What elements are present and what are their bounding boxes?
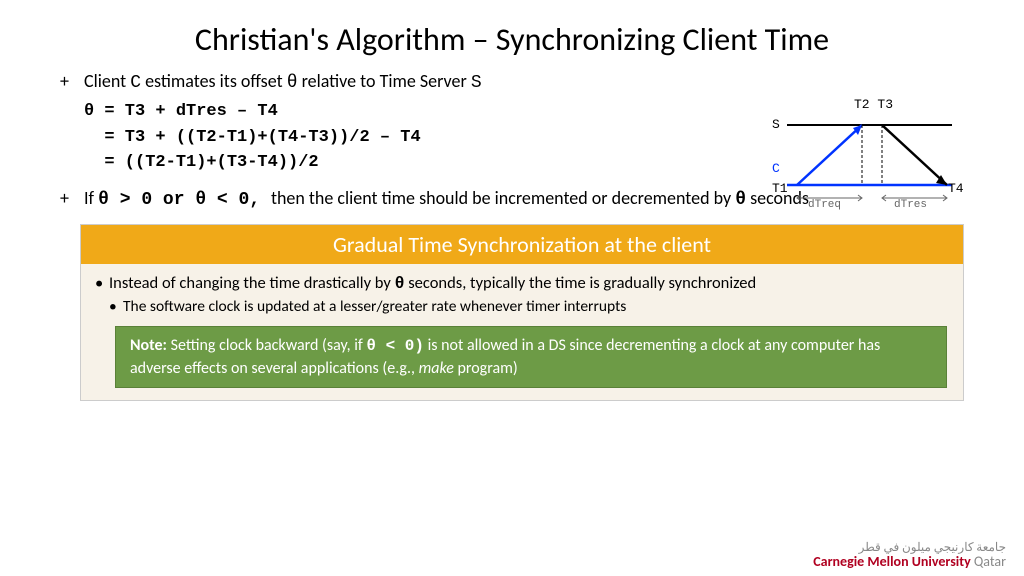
box-bullet-2: The software clock is updated at a lesse… [95, 297, 949, 318]
footer-logo: جامعة كارنيجي ميلون في قطر Carnegie Mell… [813, 542, 1006, 570]
symbol-theta: θ [395, 274, 405, 293]
footer-qatar: Qatar [971, 553, 1006, 570]
slide-title: Christian's Algorithm – Synchronizing Cl… [0, 0, 1024, 69]
text: Client [84, 70, 130, 92]
symbol-theta: θ [287, 73, 298, 93]
footer-cmu: Carnegie Mellon University [813, 553, 970, 570]
note-condition: θ < 0) [366, 337, 424, 355]
text: Instead of changing the time drastically… [109, 273, 395, 293]
box-body: Instead of changing the time drastically… [81, 264, 963, 400]
text: seconds, typically the time is gradually… [404, 273, 756, 293]
label-dtres: dTres [894, 199, 927, 211]
text: program) [454, 359, 518, 378]
label-t4: T4 [948, 181, 964, 196]
symbol-c: C [130, 73, 141, 93]
text: Setting clock backward (say, if [167, 336, 366, 355]
bullet-client-estimates: Client C estimates its offset θ relative… [60, 69, 974, 95]
text: If [84, 187, 98, 209]
label-dtreq: dTreq [808, 199, 841, 211]
label-c: C [772, 161, 780, 176]
gradual-sync-box: Gradual Time Synchronization at the clie… [80, 224, 964, 401]
label-s: S [772, 117, 780, 132]
label-t1: T1 [772, 181, 788, 196]
text: relative to Time Server [298, 70, 471, 92]
timing-diagram: T2 T3 S C T1 T4 dTreq dTres [752, 95, 972, 225]
symbol-theta: θ [735, 190, 746, 210]
text: estimates its offset [141, 70, 287, 92]
note-box: Note: Setting clock backward (say, if θ … [115, 326, 947, 388]
box-bullet-1: Instead of changing the time drastically… [95, 272, 949, 295]
note-label: Note: [130, 336, 167, 355]
box-header: Gradual Time Synchronization at the clie… [81, 225, 963, 264]
condition-code: θ > 0 or θ < 0, [98, 190, 271, 210]
label-t2-t3: T2 T3 [854, 97, 893, 112]
text: then the client time should be increment… [271, 187, 735, 209]
note-make: make [419, 359, 454, 378]
symbol-s: S [471, 73, 482, 93]
